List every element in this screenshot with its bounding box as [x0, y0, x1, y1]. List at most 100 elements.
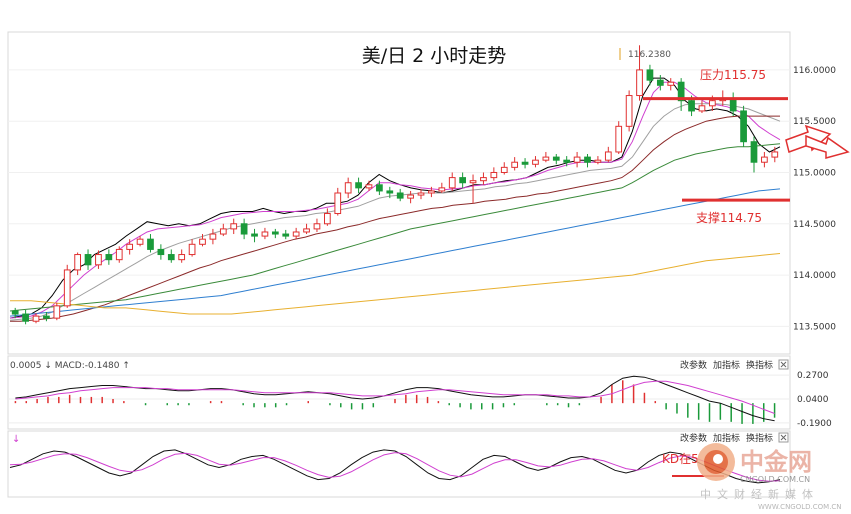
candle-body: [448, 177, 456, 189]
macd-lines: [15, 375, 775, 422]
kd-param-button[interactable]: 改参数: [680, 432, 707, 444]
candle: [698, 100, 706, 113]
candle-body: [469, 180, 477, 184]
candle: [63, 264, 71, 308]
candle-body: [500, 166, 508, 173]
price-tick-label: 116.0000: [793, 66, 836, 76]
candle-body: [656, 79, 664, 86]
candle: [459, 172, 466, 188]
watermark-brand: 中金网: [740, 448, 812, 476]
candle-body: [615, 125, 623, 153]
candle: [303, 223, 310, 235]
candle-body: [126, 243, 134, 250]
candle: [677, 78, 685, 111]
watermark-tagline: 中文财经新媒体: [700, 487, 819, 501]
candle: [178, 249, 186, 263]
candle: [667, 78, 675, 91]
macd-switch-indicator-button[interactable]: 换指标: [746, 359, 773, 371]
candle: [521, 158, 529, 169]
candle-body: [261, 231, 269, 237]
candle: [43, 311, 50, 322]
candle-body: [771, 151, 779, 158]
candle: [74, 252, 81, 276]
chart-title: 美/日 2 小时走势: [362, 45, 507, 67]
resistance-label: 压力115.75: [700, 68, 766, 82]
candle: [490, 167, 498, 181]
candle-body: [219, 228, 227, 235]
candle-body: [480, 177, 487, 182]
candle: [417, 188, 425, 200]
kd-switch-indicator-button[interactable]: 换指标: [746, 432, 773, 444]
direction-arrows: [785, 124, 850, 159]
kd-add-indicator-button[interactable]: 加指标: [713, 432, 740, 444]
candle: [313, 218, 321, 232]
candle: [126, 239, 134, 255]
candle-body: [240, 223, 248, 235]
candle-body: [532, 159, 539, 165]
candle-body: [761, 156, 768, 163]
candle: [355, 177, 362, 193]
macd-tick-label: 0.2700: [797, 371, 829, 381]
candle: [95, 250, 102, 269]
kd-panel: ↓ KD在5: [7, 430, 791, 498]
candle: [32, 313, 40, 324]
candle-body: [32, 315, 40, 322]
candle: [292, 227, 300, 240]
candle: [532, 156, 539, 168]
arrow-down-right-icon: [805, 134, 850, 159]
candle-body: [407, 194, 414, 199]
candle-body: [573, 156, 581, 163]
candle: [136, 236, 144, 247]
candle: [552, 154, 560, 165]
candle-body: [396, 192, 404, 199]
main-gridlines: [8, 69, 790, 327]
candle: [230, 218, 238, 235]
candle-body: [230, 223, 238, 230]
macd-param-button[interactable]: 改参数: [680, 359, 707, 371]
price-tick-label: 115.5000: [793, 117, 836, 127]
candle: [615, 121, 623, 155]
kd-d-line: [9, 452, 781, 482]
cngold-watermark: 中金网 CNGOLD.COM.CN 中文财经新媒体 WWW.CNGOLD.COM…: [697, 443, 842, 511]
candle-body: [22, 313, 29, 322]
candle: [365, 180, 373, 191]
candle: [511, 157, 519, 171]
candle: [115, 246, 123, 263]
candle-body: [282, 233, 290, 237]
candle-body: [199, 238, 206, 245]
kd-annotation: KD在5: [662, 452, 699, 466]
candle: [271, 228, 279, 239]
macd-add-indicator-button[interactable]: 加指标: [713, 359, 740, 371]
candle-body: [209, 233, 217, 240]
macd-gridlines: [8, 374, 790, 424]
candle: [438, 182, 446, 193]
price-tick-label: 114.0000: [793, 271, 836, 281]
kd-close-icon[interactable]: [778, 432, 789, 443]
candle-body: [646, 69, 654, 81]
candle-body: [386, 190, 394, 194]
candle: [407, 190, 414, 204]
candle: [469, 174, 477, 204]
macd-tick-label: -0.1900: [797, 419, 832, 429]
macd-close-icon[interactable]: [778, 359, 789, 370]
candle: [761, 151, 768, 168]
candle: [386, 186, 394, 199]
candle-body: [490, 171, 498, 179]
candle-body: [355, 182, 362, 189]
candle-body: [303, 228, 310, 233]
moving-average-line-6: [9, 188, 781, 317]
moving-average-line-7: [10, 253, 781, 315]
candle: [646, 64, 654, 86]
candle: [11, 307, 19, 319]
watermark-domain: CNGOLD.COM.CN: [740, 475, 810, 484]
candle-body: [709, 100, 716, 107]
candle-body: [428, 190, 435, 194]
candle-body: [324, 213, 331, 225]
candle: [604, 146, 612, 163]
kd-controls: 改参数 加指标 换指标: [680, 432, 789, 444]
macd-axis: 0.2700 0.0400 -0.1900: [797, 371, 832, 429]
price-tick-label: 113.5000: [793, 322, 836, 332]
candle: [480, 172, 487, 185]
candle: [771, 146, 779, 163]
